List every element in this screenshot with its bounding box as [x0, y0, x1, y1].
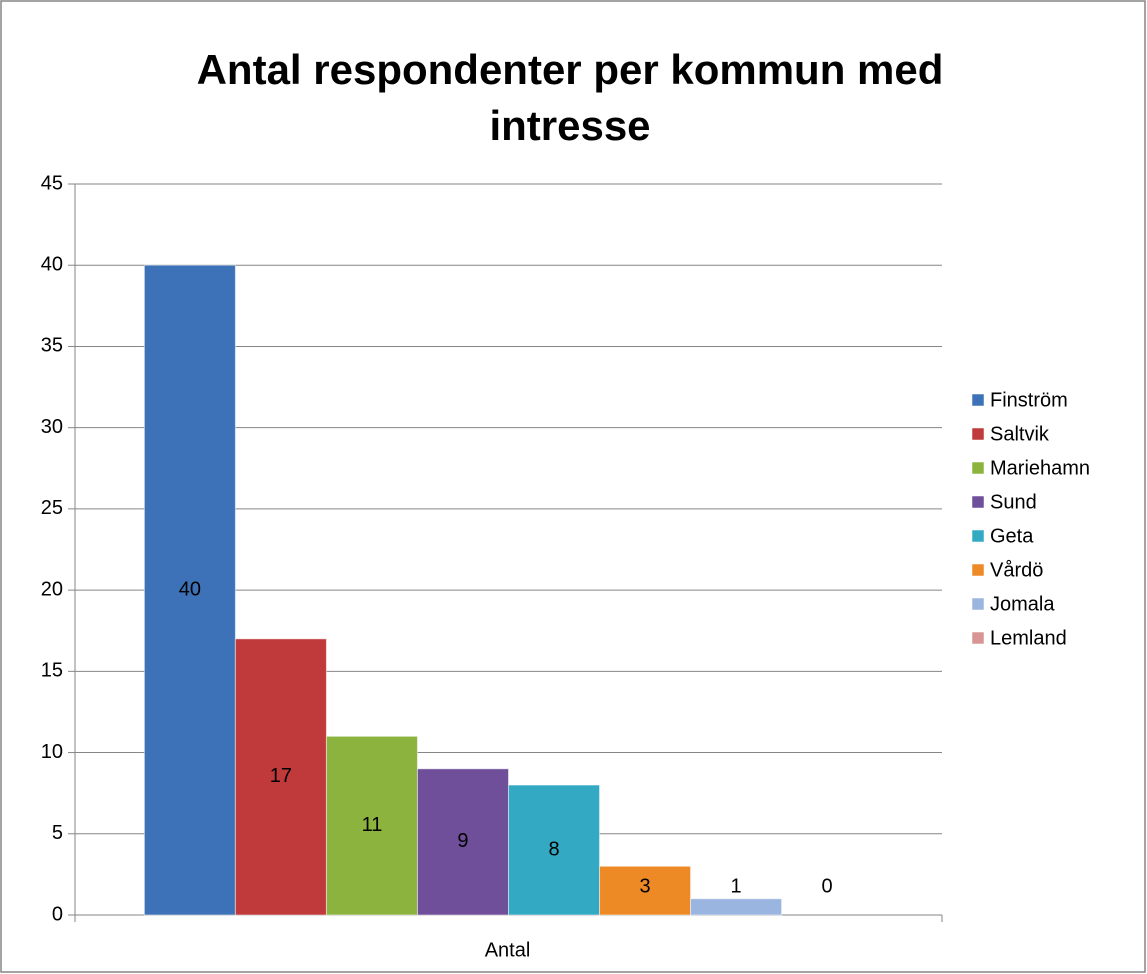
data-label: 17: [270, 765, 292, 787]
chart-title: Antal respondenter per kommun med intres…: [196, 46, 944, 149]
y-tick-label: 40: [41, 254, 63, 276]
y-tick-label: 10: [41, 741, 63, 763]
legend-swatch: [971, 563, 985, 577]
bar: [690, 898, 783, 916]
legend-swatch: [971, 495, 985, 509]
legend-swatch: [971, 427, 985, 441]
legend-swatch: [971, 631, 985, 645]
legend-label: Vårdö: [990, 559, 1043, 581]
legend-label: Jomala: [990, 593, 1055, 615]
legend-swatch: [971, 461, 985, 475]
data-label: 9: [457, 830, 468, 852]
legend-label: Saltvik: [990, 423, 1050, 445]
legend-label: Mariehamn: [990, 457, 1090, 479]
bar: [143, 264, 236, 916]
data-label: 3: [639, 875, 650, 897]
legend-swatch: [971, 529, 985, 543]
legend-swatch: [971, 393, 985, 407]
y-tick-label: 5: [52, 822, 63, 844]
y-tick-label: 20: [41, 578, 63, 600]
bar: [234, 638, 327, 916]
legend-label: Sund: [990, 491, 1037, 513]
data-label: 0: [822, 875, 833, 897]
legend-label: Finström: [990, 389, 1068, 411]
data-label: 1: [731, 875, 742, 897]
data-label: 11: [362, 814, 383, 836]
y-tick-label: 15: [41, 660, 63, 682]
y-tick-label: 0: [52, 903, 63, 925]
data-label: 40: [179, 578, 201, 600]
y-tick-label: 35: [41, 335, 63, 357]
legend-swatch: [971, 597, 985, 611]
y-tick-label: 30: [41, 416, 63, 438]
bar: [508, 784, 601, 916]
legend-label: Lemland: [990, 627, 1067, 649]
legend-label: Geta: [990, 525, 1034, 547]
y-tick-label: 25: [41, 497, 63, 519]
bar: [599, 865, 692, 916]
bar: [325, 735, 418, 916]
data-label: 8: [548, 838, 559, 860]
x-tick-label: Antal: [485, 939, 531, 961]
y-tick-label: 45: [41, 172, 63, 194]
bar: [416, 768, 509, 916]
